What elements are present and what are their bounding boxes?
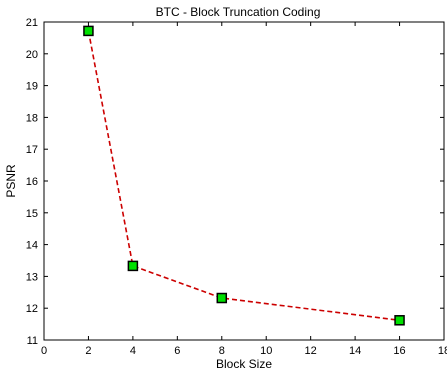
x-tick-label: 4	[130, 345, 136, 357]
x-axis-ticks: 0 2 4 6 8 10 12 14 16 18	[41, 22, 447, 357]
y-tick-label: 12	[26, 303, 38, 315]
chart-title: BTC - Block Truncation Coding	[156, 5, 321, 19]
y-tick-label: 17	[26, 144, 38, 156]
plot-frame	[43, 21, 445, 341]
x-tick-label: 12	[305, 345, 317, 357]
x-axis-label: Block Size	[216, 357, 272, 371]
data-point-marker	[216, 292, 228, 304]
x-tick-label: 2	[85, 345, 91, 357]
x-tick-label: 8	[219, 345, 225, 357]
y-tick-label: 13	[26, 271, 38, 283]
series-layer	[83, 25, 405, 326]
y-tick-label: 21	[26, 17, 38, 29]
y-axis-label: PSNR	[4, 164, 18, 198]
x-tick-label: 18	[438, 345, 447, 357]
y-tick-label: 18	[26, 112, 38, 124]
x-tick-label: 14	[349, 345, 361, 357]
data-point-marker	[127, 260, 139, 272]
x-tick-label: 6	[174, 345, 180, 357]
y-tick-label: 15	[26, 208, 38, 220]
plot-area: 0 2 4 6 8 10 12 14 16 18 11 12 13 14 15 16 17 18 19 20 21	[26, 17, 447, 357]
x-tick-label: 10	[260, 345, 272, 357]
y-axis-ticks: 11 12 13 14 15 16 17 18 19 20 21	[26, 17, 444, 347]
data-point-marker	[394, 315, 405, 326]
y-tick-label: 11	[27, 335, 38, 347]
y-tick-label: 19	[26, 81, 38, 93]
y-tick-label: 16	[26, 176, 38, 188]
y-tick-label: 20	[26, 49, 38, 61]
x-tick-label: 0	[41, 345, 47, 357]
y-tick-label: 14	[26, 240, 38, 252]
data-point-marker	[83, 25, 94, 37]
x-tick-label: 16	[393, 345, 405, 357]
